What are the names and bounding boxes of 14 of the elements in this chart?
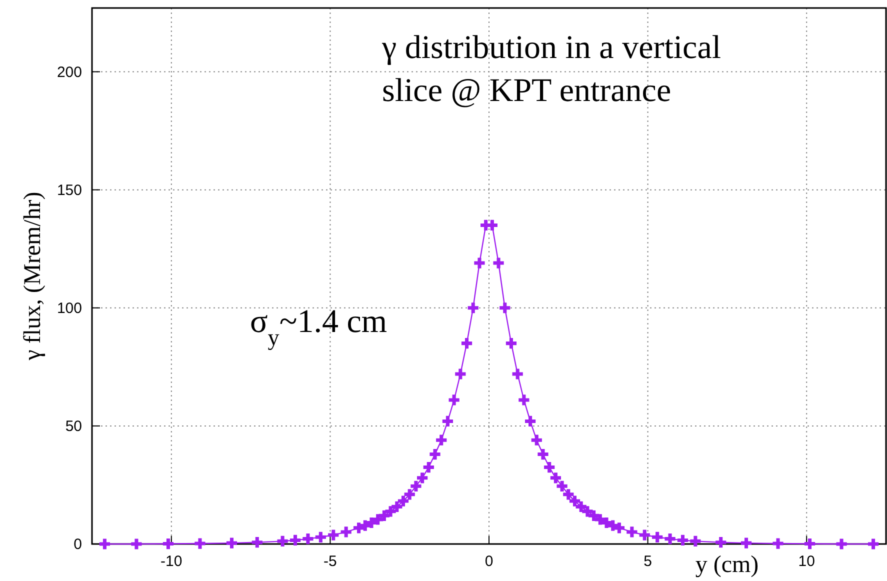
y-tick-label: 0 [74,536,82,553]
x-tick-label: 5 [644,553,652,570]
y-axis-title: γ flux, (Mrem/hr) [20,192,46,362]
x-axis-title: y (cm) [695,552,759,578]
x-tick-label: -5 [324,553,337,570]
y-tick-label: 200 [56,64,82,81]
y-tick-label: 100 [56,300,82,317]
annotation: σ$_{y}$~1.4 cm [250,304,388,350]
x-tick-label: -10 [160,553,182,570]
y-tick-label: 50 [65,418,82,435]
annotation: γ distribution in a vertical slice @ KPT entrance [381,30,722,109]
x-tick-label: 0 [484,553,494,570]
x-tick-label: 10 [798,553,815,570]
y-tick-label: 150 [56,182,82,199]
